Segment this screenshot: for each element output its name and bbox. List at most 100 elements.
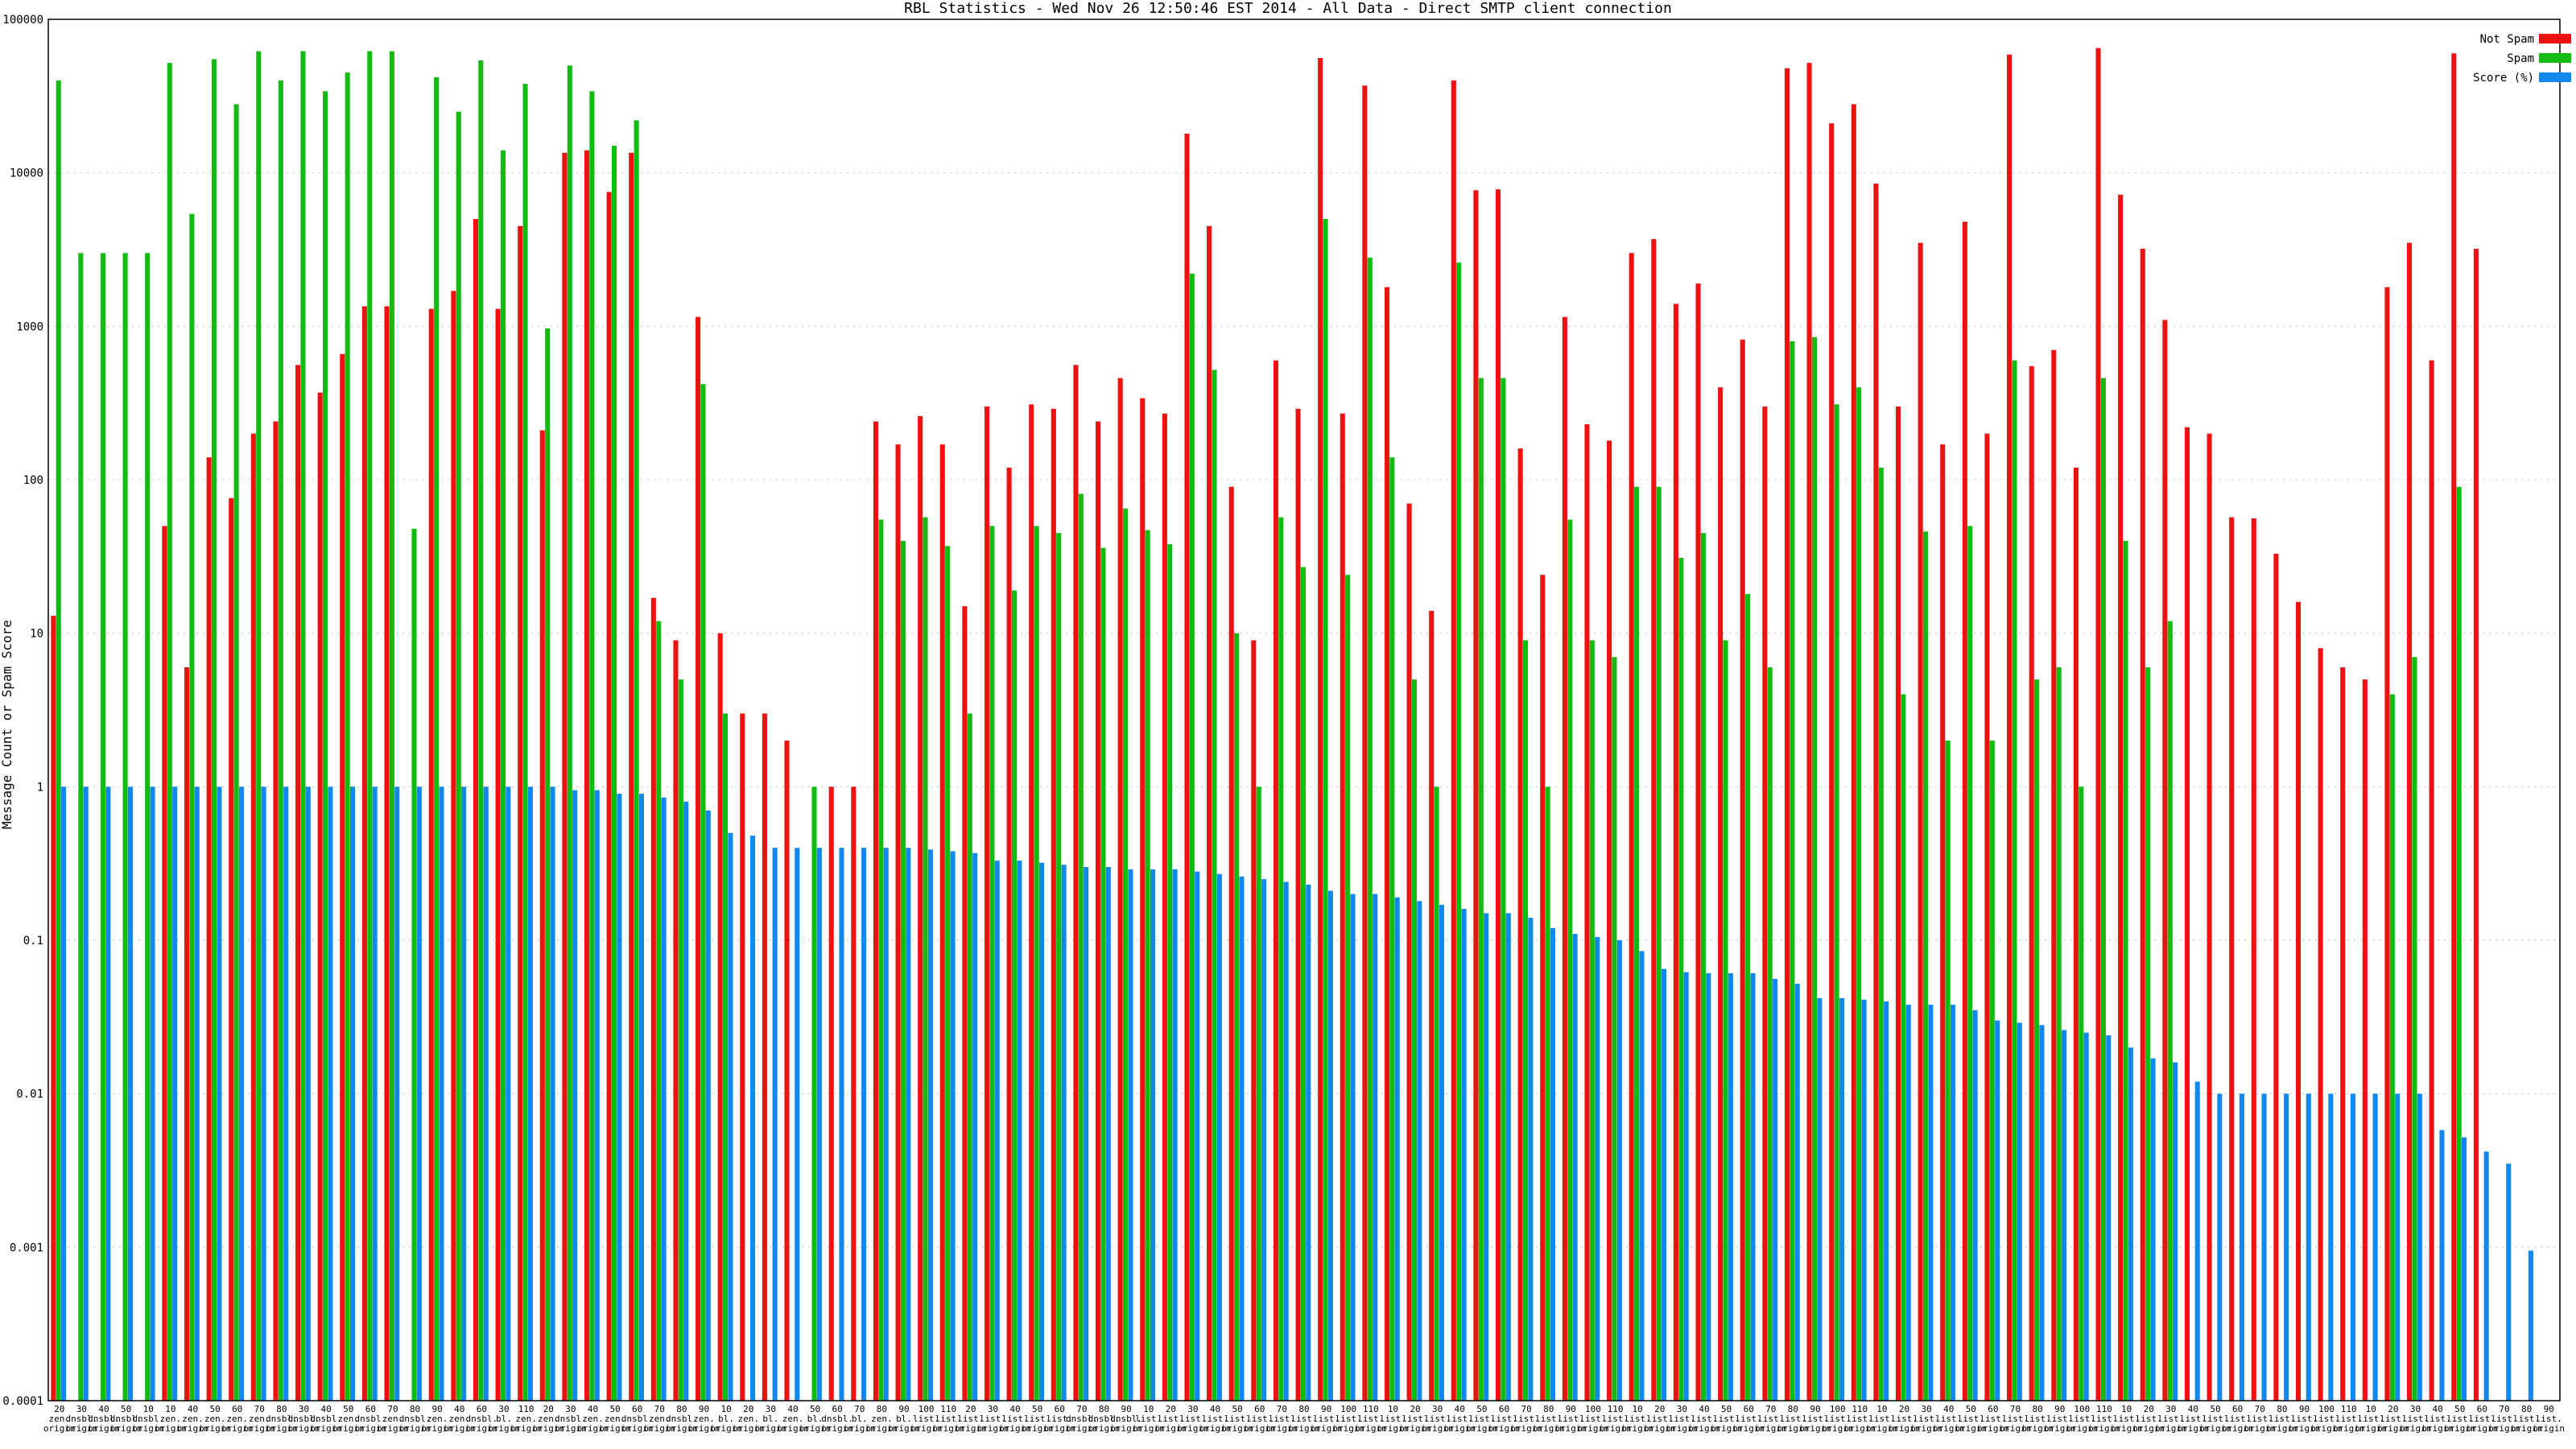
bar-score-81 xyxy=(1861,999,1867,1401)
x-category-label: 50 xyxy=(343,1404,353,1414)
bar-not-spam86 xyxy=(1962,221,1967,1401)
bar-not-spam66 xyxy=(1517,448,1523,1402)
x-category-label: 90 xyxy=(898,1404,909,1414)
x-category-label: origin xyxy=(2111,1423,2143,1434)
bar-score-25 xyxy=(617,794,622,1401)
x-category-label: 10 xyxy=(1876,1404,1887,1414)
bar-spam45 xyxy=(1056,533,1062,1401)
x-category-label: origin xyxy=(1355,1423,1387,1434)
bar-spam75 xyxy=(1723,640,1728,1401)
bar-not-spam21 xyxy=(518,225,523,1401)
bar-not-spam56 xyxy=(1295,408,1301,1401)
bar-score-2 xyxy=(105,786,111,1401)
x-category-label: 50 xyxy=(1966,1404,1976,1414)
x-category-label: 40 xyxy=(98,1404,109,1414)
bar-score-28 xyxy=(683,801,689,1401)
bar-spam11 xyxy=(300,51,306,1401)
x-category-label: origin xyxy=(1866,1423,1898,1434)
x-category-label: 50 xyxy=(1721,1404,1732,1414)
x-category-label: dnsbl. xyxy=(66,1414,98,1424)
bar-spam3 xyxy=(122,253,128,1402)
bar-not-spam32 xyxy=(762,713,767,1401)
bar-score-7 xyxy=(217,786,222,1401)
x-category-label: 10 xyxy=(1143,1404,1154,1414)
x-category-label: origin xyxy=(221,1423,254,1434)
bar-score-108 xyxy=(2462,1137,2467,1401)
x-category-label: origin xyxy=(2310,1423,2343,1434)
legend-label: Spam xyxy=(2507,52,2534,65)
bar-score-18 xyxy=(461,786,467,1401)
bar-spam41 xyxy=(967,713,972,1401)
x-category-label: zen. xyxy=(693,1414,715,1424)
bar-not-spam59 xyxy=(1362,85,1368,1401)
x-category-label: zen. xyxy=(449,1414,471,1424)
bar-spam27 xyxy=(656,621,662,1401)
x-category-label: origin xyxy=(733,1423,765,1434)
bar-score-98 xyxy=(2239,1093,2244,1401)
bar-score-53 xyxy=(1239,876,1245,1401)
x-category-label: origin xyxy=(421,1423,453,1434)
x-category-label: origin xyxy=(1777,1423,1810,1434)
x-category-label: list. xyxy=(1046,1414,1073,1424)
bar-not-spam20 xyxy=(495,308,501,1401)
x-category-label: origin xyxy=(1288,1423,1320,1434)
bar-score-60 xyxy=(1394,897,1400,1401)
x-category-label: list. xyxy=(2091,1414,2117,1424)
x-category-label: 30 xyxy=(988,1404,998,1414)
bar-score-19 xyxy=(483,786,489,1401)
bar-not-spam75 xyxy=(1718,387,1724,1401)
bar-not-spam48 xyxy=(1117,378,1123,1402)
bar-score-26 xyxy=(638,794,645,1401)
x-category-label: zen. xyxy=(49,1414,71,1424)
x-category-label: zen. xyxy=(538,1414,559,1424)
x-category-label: origin xyxy=(1466,1423,1498,1434)
x-category-label: list. xyxy=(2513,1414,2540,1424)
x-category-label: origin xyxy=(2444,1423,2476,1434)
x-category-label: dnsbl. xyxy=(555,1414,587,1424)
bar-score-58 xyxy=(1350,894,1356,1401)
x-category-label: origin xyxy=(1066,1423,1098,1434)
x-category-label: origin xyxy=(555,1423,587,1434)
bar-not-spam33 xyxy=(784,740,790,1401)
bar-score-50 xyxy=(1172,869,1178,1401)
x-category-label: 30 xyxy=(1432,1404,1443,1414)
bar-score-69 xyxy=(1595,936,1600,1401)
bar-score-82 xyxy=(1884,1001,1889,1401)
x-category-label: origin xyxy=(2244,1423,2276,1434)
x-category-label: list. xyxy=(1024,1414,1051,1424)
x-category-label: 40 xyxy=(787,1404,798,1414)
bar-not-spam12 xyxy=(317,392,323,1402)
x-category-label: dnsbl. xyxy=(621,1414,654,1424)
x-category-label: 10 xyxy=(2121,1404,2132,1414)
x-category-label: 20 xyxy=(965,1404,976,1414)
bar-spam5 xyxy=(167,63,172,1402)
x-category-label: origin xyxy=(1311,1423,1343,1434)
bar-score-57 xyxy=(1327,890,1333,1401)
bar-score-96 xyxy=(2194,1081,2200,1401)
bar-not-spam54 xyxy=(1251,640,1257,1401)
bar-score-77 xyxy=(1773,979,1778,1401)
x-category-label: 30 xyxy=(299,1404,309,1414)
bar-not-spam8 xyxy=(229,497,234,1401)
x-category-label: origin xyxy=(1910,1423,1942,1434)
x-category-label: origin xyxy=(666,1423,698,1434)
bar-not-spam9 xyxy=(250,433,256,1401)
bar-spam15 xyxy=(389,51,394,1401)
x-category-label: origin xyxy=(1688,1423,1720,1434)
x-category-label: 10 xyxy=(1633,1404,1643,1414)
bar-spam95 xyxy=(2167,621,2173,1401)
x-category-label: 30 xyxy=(498,1404,509,1414)
x-category-label: 90 xyxy=(432,1404,443,1414)
x-category-label: list. xyxy=(2247,1414,2273,1424)
bar-score-17 xyxy=(439,786,444,1401)
bar-score-93 xyxy=(2128,1047,2133,1401)
bar-not-spam99 xyxy=(2251,518,2256,1401)
bar-score-13 xyxy=(350,786,356,1401)
bar-spam81 xyxy=(1856,387,1862,1401)
x-category-label: origin xyxy=(910,1423,943,1434)
x-category-label: 50 xyxy=(810,1404,820,1414)
bar-score-6 xyxy=(194,786,200,1401)
x-category-label: 10 xyxy=(143,1404,154,1414)
x-category-label: origin xyxy=(1399,1423,1431,1434)
bar-not-spam0 xyxy=(51,615,56,1401)
